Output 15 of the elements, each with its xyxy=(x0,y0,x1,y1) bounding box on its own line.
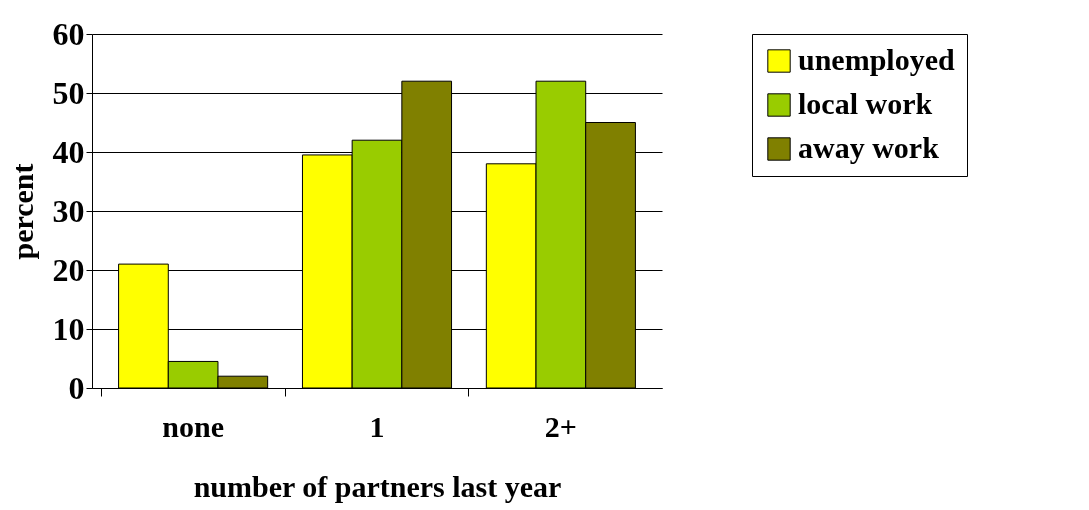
legend-label: unemployed xyxy=(798,43,956,76)
x-tick-label: 1 xyxy=(369,409,385,443)
y-tick-label: 0 xyxy=(68,369,85,406)
legend-label: away work xyxy=(798,131,940,164)
y-tick-label: 40 xyxy=(52,133,85,170)
y-tick-label: 50 xyxy=(52,74,85,111)
y-tick-label: 10 xyxy=(52,310,85,347)
x-tick-label: none xyxy=(162,409,224,443)
y-tick-label: 60 xyxy=(52,15,85,52)
y-tick-label: 30 xyxy=(52,192,85,229)
x-axis-title: number of partners last year xyxy=(193,469,562,503)
legend-label: local work xyxy=(798,87,933,120)
y-axis-title: percent xyxy=(5,163,39,260)
y-tick-label: 20 xyxy=(52,251,85,288)
x-tick-label: 2+ xyxy=(544,409,577,443)
